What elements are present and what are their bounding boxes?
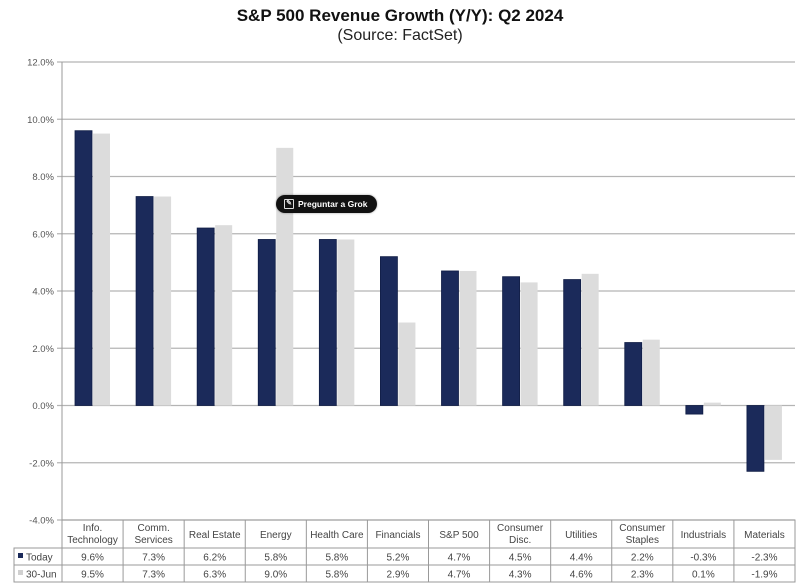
data-label: 4.7%: [448, 570, 471, 581]
y-tick-label: 8.0%: [32, 172, 54, 183]
y-tick-label: 2.0%: [32, 344, 54, 355]
bar-30-jun: [337, 239, 355, 406]
bar-today: [318, 239, 337, 406]
legend-label: 30-Jun: [26, 570, 57, 581]
bar-today: [257, 239, 276, 406]
category-label: Staples: [626, 535, 659, 546]
category-label: Utilities: [565, 530, 597, 541]
bar-today: [502, 276, 520, 406]
category-label: Consumer: [619, 523, 666, 534]
category-label: Disc.: [509, 535, 531, 546]
bar-30-jun: [520, 282, 538, 406]
bar-today: [380, 256, 398, 406]
legend-marker-today: [18, 553, 23, 558]
data-label: 6.2%: [203, 553, 226, 564]
y-tick-label: 4.0%: [32, 287, 54, 298]
data-label: 7.3%: [142, 553, 165, 564]
data-label: 2.3%: [631, 570, 654, 581]
y-tick-label: -4.0%: [29, 516, 54, 527]
chart-subtitle: (Source: FactSet): [337, 27, 463, 44]
category-label: Health Care: [310, 530, 364, 541]
data-label: 9.0%: [264, 570, 287, 581]
bar-today: [624, 342, 643, 406]
bar-30-jun: [215, 225, 233, 406]
bar-30-jun: [276, 147, 294, 406]
data-label: 4.5%: [509, 553, 532, 564]
y-tick-label: 10.0%: [27, 115, 54, 126]
data-label: 5.8%: [264, 553, 287, 564]
category-label: Industrials: [681, 530, 727, 541]
bar-30-jun: [642, 339, 660, 406]
gridlines: [57, 61, 795, 521]
data-label: 9.5%: [81, 570, 104, 581]
ask-grok-button[interactable]: ✎ Preguntar a Grok: [276, 195, 378, 213]
data-label: 4.6%: [570, 570, 593, 581]
category-label: Info.: [83, 523, 102, 534]
data-label: -2.3%: [751, 553, 777, 564]
bar-today: [563, 279, 582, 406]
bar-today: [74, 130, 93, 406]
category-label: Consumer: [497, 523, 544, 534]
data-label: 0.1%: [692, 570, 715, 581]
category-label: Real Estate: [189, 530, 241, 541]
bar-today: [196, 227, 215, 406]
y-tick-label: -2.0%: [29, 458, 54, 469]
category-label: Materials: [744, 530, 785, 541]
data-label: 2.2%: [631, 553, 654, 564]
data-label: -0.3%: [690, 553, 716, 564]
bar-30-jun: [93, 133, 110, 406]
data-label: 6.3%: [203, 570, 226, 581]
bar-today: [135, 196, 154, 406]
category-label: S&P 500: [439, 530, 479, 541]
data-label: 7.3%: [142, 570, 165, 581]
legend-marker-30-jun: [18, 570, 23, 575]
ask-grok-label: Preguntar a Grok: [298, 199, 368, 209]
bar-today: [441, 270, 459, 406]
category-label: Services: [134, 535, 172, 546]
bar-today: [746, 405, 765, 472]
bar-today: [685, 405, 704, 415]
category-label: Financials: [375, 530, 420, 541]
bar-30-jun: [154, 196, 172, 406]
data-label: 9.6%: [81, 553, 104, 564]
data-label: 5.2%: [387, 553, 410, 564]
data-label: 4.4%: [570, 553, 593, 564]
data-label: 4.7%: [448, 553, 471, 564]
category-label: Comm.: [138, 523, 170, 534]
bar-30-jun: [459, 270, 477, 406]
y-tick-label: 6.0%: [32, 229, 54, 240]
chart-title: S&P 500 Revenue Growth (Y/Y): Q2 2024: [236, 6, 564, 25]
category-label: Technology: [67, 535, 118, 546]
bars: [74, 130, 782, 472]
data-table: Info.Technology Comm.Services Real Estate E…: [13, 519, 796, 583]
category-label: Energy: [260, 530, 292, 541]
bar-30-jun: [398, 322, 416, 406]
data-label: 5.8%: [325, 570, 348, 581]
bar-30-jun: [703, 402, 721, 406]
data-label: 2.9%: [387, 570, 410, 581]
data-label: -1.9%: [751, 570, 777, 581]
bar-30-jun: [581, 273, 599, 406]
legend-label: Today: [26, 553, 53, 564]
edit-square-icon: ✎: [284, 199, 294, 209]
y-tick-label: 0.0%: [32, 401, 54, 412]
data-label: 4.3%: [509, 570, 532, 581]
bar-30-jun: [764, 405, 782, 460]
y-axis: 12.0% 10.0% 8.0% 6.0% 4.0% 2.0% 0.0% -2.0% -4.0%: [27, 58, 63, 582]
y-tick-label: 12.0%: [27, 58, 54, 69]
data-label: 5.8%: [325, 553, 348, 564]
